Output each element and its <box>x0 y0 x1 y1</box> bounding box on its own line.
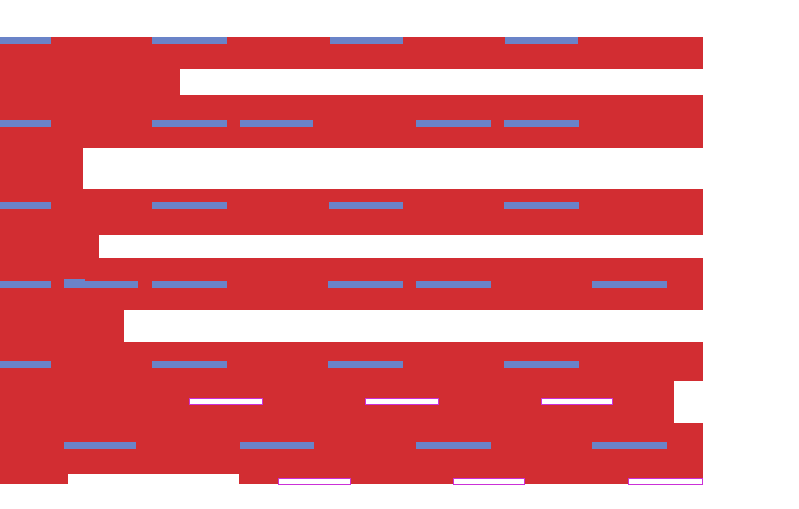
blue-link-bar <box>416 281 491 288</box>
blue-link-bar <box>328 361 403 368</box>
magenta-outlined-bar <box>628 478 703 485</box>
blue-link-bar <box>592 442 667 449</box>
magenta-outlined-bar <box>278 478 351 485</box>
white-gap-notch <box>124 310 703 342</box>
blue-link-bar <box>504 361 579 368</box>
blue-link-bar <box>0 281 51 288</box>
blue-link-bar <box>152 37 227 44</box>
blue-link-bar <box>504 202 579 209</box>
blue-link-bar <box>152 202 227 209</box>
white-gap-notch <box>99 235 703 258</box>
blue-link-bar <box>152 361 227 368</box>
blue-link-bar <box>505 37 578 44</box>
blue-link-bar <box>0 37 51 44</box>
blue-link-bar <box>64 281 138 288</box>
blue-link-bar <box>0 361 51 368</box>
blue-link-bar <box>64 442 136 449</box>
blue-link-bar <box>240 442 314 449</box>
blue-link-bar <box>330 37 403 44</box>
blue-link-bar <box>592 281 667 288</box>
blue-link-bar <box>240 120 313 127</box>
blue-link-bar <box>504 120 579 127</box>
blue-link-bar <box>329 202 403 209</box>
white-gap-notch <box>83 148 703 189</box>
blue-link-bar <box>328 281 403 288</box>
blue-link-bar <box>152 281 227 288</box>
magenta-outlined-bar <box>453 478 525 485</box>
white-gap-notch <box>180 69 703 95</box>
magenta-outlined-bar <box>541 398 613 405</box>
white-gap-notch <box>674 381 703 423</box>
blue-link-bar <box>0 202 51 209</box>
magenta-outlined-bar <box>365 398 439 405</box>
blue-link-bar <box>0 120 51 127</box>
blue-link-bar <box>416 120 491 127</box>
blue-link-bar <box>152 120 227 127</box>
white-gap-notch <box>68 474 239 484</box>
red-content-region <box>0 37 703 484</box>
magenta-outlined-bar <box>189 398 263 405</box>
blue-link-bar <box>416 442 491 449</box>
